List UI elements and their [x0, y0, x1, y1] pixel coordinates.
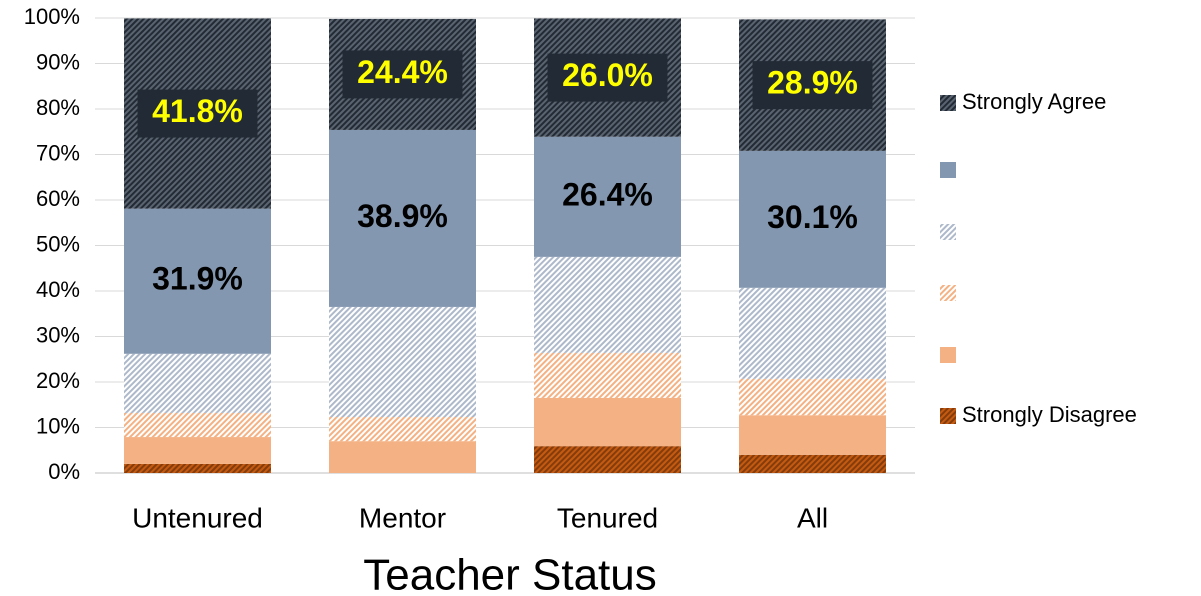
bar-segment — [739, 150, 886, 288]
label-background — [137, 89, 258, 138]
bar-segment — [534, 352, 681, 398]
y-tick-label: 80% — [36, 95, 80, 120]
data-label: 26.4% — [562, 176, 653, 212]
y-tick-label: 60% — [36, 186, 80, 211]
data-label: 24.4% — [357, 54, 448, 90]
bar-segment — [124, 208, 271, 354]
data-label: 30.1% — [767, 199, 858, 235]
legend-swatch — [940, 95, 956, 111]
data-label: 41.8% — [152, 93, 243, 129]
bar-segment — [329, 441, 476, 473]
bar-segment — [739, 415, 886, 455]
legend-swatch — [940, 347, 956, 363]
legend-swatch — [940, 162, 956, 178]
x-tick-label: Untenured — [132, 502, 263, 533]
y-tick-label: 100% — [24, 4, 80, 29]
bar-segment — [534, 256, 681, 353]
y-tick-label: 10% — [36, 413, 80, 438]
bar-segment — [124, 353, 271, 413]
bar-segment — [124, 412, 271, 438]
data-label: 28.9% — [767, 65, 858, 101]
bar-segment — [739, 454, 886, 473]
bar-segment — [329, 417, 476, 442]
bar-segment — [124, 463, 271, 473]
label-background — [342, 50, 463, 99]
bar-segment — [739, 287, 886, 379]
legend-label: Strongly Disagree — [962, 402, 1137, 427]
bar-segment — [329, 306, 476, 418]
label-background — [752, 61, 873, 110]
y-tick-label: 30% — [36, 322, 80, 347]
x-axis-title: Teacher Status — [363, 551, 657, 596]
bar-segment — [739, 378, 886, 416]
x-tick-label: Mentor — [359, 502, 446, 533]
legend-label: Strongly Agree — [962, 89, 1106, 114]
x-tick-label: All — [797, 502, 828, 533]
data-label: 31.9% — [152, 261, 243, 297]
bar-segment — [329, 129, 476, 307]
y-tick-label: 20% — [36, 368, 80, 393]
legend-swatch — [940, 285, 956, 301]
y-tick-label: 90% — [36, 49, 80, 74]
data-label: 26.0% — [562, 57, 653, 93]
data-label: 38.9% — [357, 198, 448, 234]
bar-segment — [534, 397, 681, 447]
y-tick-label: 50% — [36, 231, 80, 256]
legend-swatch — [940, 224, 956, 240]
y-tick-label: 40% — [36, 277, 80, 302]
label-background — [547, 53, 668, 102]
x-tick-label: Tenured — [557, 502, 658, 533]
bar-segment — [534, 446, 681, 473]
y-tick-label: 0% — [48, 459, 80, 484]
y-tick-label: 70% — [36, 140, 80, 165]
legend-swatch — [940, 408, 956, 424]
bar-segment — [124, 437, 271, 464]
bar-segment — [534, 136, 681, 257]
